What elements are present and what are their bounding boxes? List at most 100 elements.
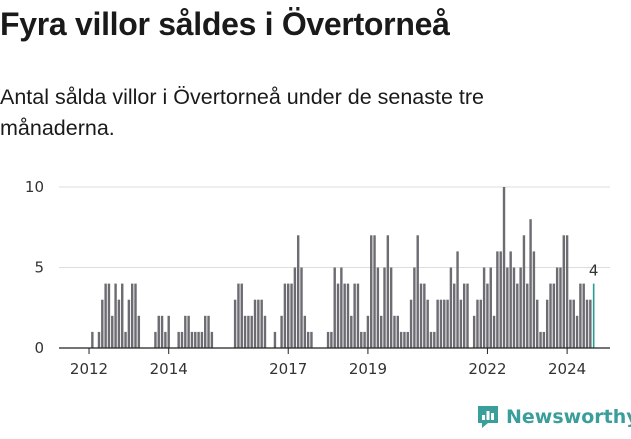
bar [383,267,386,348]
bar [453,283,456,348]
bar [376,267,380,348]
bar [482,267,486,348]
bar [107,283,111,348]
bar [555,267,559,348]
bar [114,283,117,348]
bar [479,299,482,348]
bar [157,315,160,348]
bar [180,331,184,348]
bar [111,315,114,348]
bar [104,283,107,348]
bar [253,299,257,348]
bar [280,315,283,348]
bar [257,299,260,348]
bar [177,331,180,348]
y-tick-label: 10 [25,178,44,196]
bar [370,235,373,348]
bar [366,315,370,348]
bar [496,251,499,348]
bar [310,331,313,348]
bar [200,331,204,348]
bar [489,267,492,348]
bar [373,235,376,348]
bar [164,331,167,348]
bar [403,331,406,348]
bar [273,331,277,348]
bar [575,315,579,348]
x-tick-label: 2012 [70,360,108,378]
bar [409,299,413,348]
bar [519,267,522,348]
bar [552,283,556,348]
newsworthy-logo-icon [478,406,498,428]
bar [462,283,466,348]
bar [569,299,572,348]
bar [416,235,419,348]
bar [263,315,267,348]
x-tick-label: 2019 [349,360,387,378]
bar [399,331,403,348]
bar [446,299,449,348]
bar [207,315,210,348]
bar [502,187,506,348]
bar [306,331,310,348]
bar [559,267,562,348]
bar [522,235,526,348]
bar [296,235,300,348]
bar [549,283,552,348]
bar [492,315,496,348]
bar [237,283,240,348]
bar [443,299,446,348]
bar [184,315,187,348]
bar [562,235,565,348]
bar [439,299,443,348]
bar [350,315,353,348]
bar [117,299,121,348]
bar [379,315,383,348]
bar [589,299,592,348]
bar [393,315,396,348]
bar [389,267,393,348]
y-tick-label: 5 [34,259,44,277]
bar [243,315,247,348]
bar [536,299,539,348]
bar [529,219,532,348]
bar [303,315,307,348]
bar [204,315,207,348]
bar [419,283,423,348]
bar [210,331,214,348]
bar [283,283,287,348]
bar [130,283,134,348]
bar [433,331,436,348]
bar [486,283,489,348]
bar [97,331,101,348]
bar [330,331,333,348]
bar [449,267,453,348]
bar [160,315,164,348]
bar [516,283,519,348]
bar [121,283,124,348]
x-tick-label: 2014 [150,360,188,378]
bar [290,283,293,348]
bar [187,315,190,348]
bar [472,315,476,348]
bar [579,283,582,348]
bar [240,283,243,348]
bar [499,251,502,348]
bar [293,267,297,348]
y-tick-label: 0 [34,339,44,357]
bar [539,331,542,348]
bar [134,283,137,348]
bar [333,267,336,348]
bar [582,283,585,348]
bar [336,283,340,348]
bar [545,299,549,348]
bar [190,331,194,348]
bar [406,331,409,348]
x-tick-label: 2022 [468,360,506,378]
bar [413,267,416,348]
bar [585,299,589,348]
bar [137,315,141,348]
bar [353,283,356,348]
bar [386,235,390,348]
